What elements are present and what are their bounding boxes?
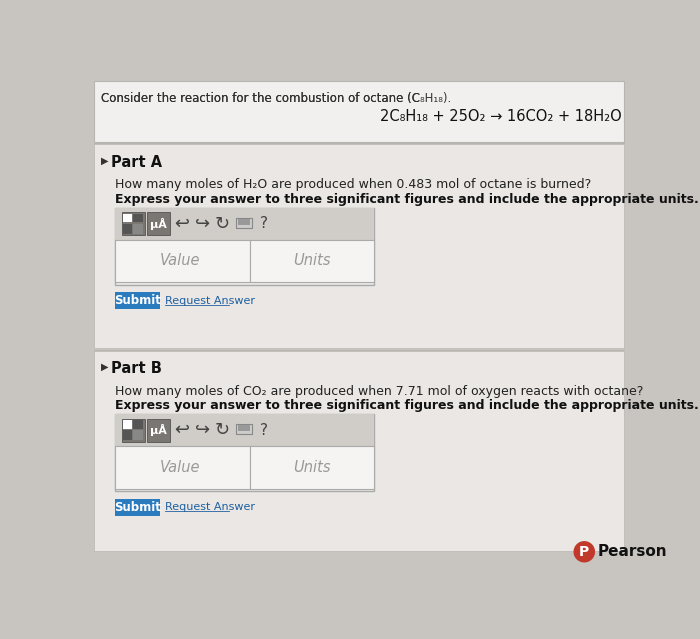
Bar <box>133 430 144 440</box>
Text: Express your answer to three significant figures and include the appropriate uni: Express your answer to three significant… <box>115 193 699 206</box>
Text: Express your answer to three significant figures and include the appropriate uni: Express your answer to three significant… <box>115 399 699 412</box>
Bar <box>147 419 170 442</box>
Text: ↩: ↩ <box>174 215 190 233</box>
Bar <box>115 240 251 282</box>
Bar <box>238 219 251 224</box>
Text: 2C₈H₁₈ + 25O₂ → 16CO₂ + 18H₂O: 2C₈H₁₈ + 25O₂ → 16CO₂ + 18H₂O <box>381 109 622 124</box>
Text: Units: Units <box>293 459 331 475</box>
Text: ↪: ↪ <box>195 421 210 439</box>
Bar <box>133 213 144 222</box>
Text: How many moles of H₂O are produced when 0.483 mol of octane is burned?: How many moles of H₂O are produced when … <box>115 178 591 191</box>
Bar <box>122 212 145 235</box>
Bar <box>123 213 132 222</box>
Bar <box>251 446 374 489</box>
Bar <box>94 144 624 348</box>
Bar <box>115 446 251 489</box>
Text: Part A: Part A <box>111 155 162 170</box>
Text: ▶: ▶ <box>102 362 109 372</box>
Bar <box>133 224 144 234</box>
Bar <box>147 212 170 235</box>
Text: Part B: Part B <box>111 361 162 376</box>
Text: ↻: ↻ <box>215 421 230 439</box>
Bar <box>94 81 624 142</box>
Bar <box>115 208 374 240</box>
Text: Request Answer: Request Answer <box>165 502 255 512</box>
Text: Pearson: Pearson <box>598 544 667 559</box>
Text: P: P <box>579 545 589 558</box>
Text: How many moles of CO₂ are produced when 7.71 mol of oxygen reacts with octane?: How many moles of CO₂ are produced when … <box>115 385 643 397</box>
Text: ↩: ↩ <box>174 421 190 439</box>
Text: Consider the reaction for the combustion of octane (C: Consider the reaction for the combustion… <box>102 92 421 105</box>
Text: μÅ: μÅ <box>150 218 167 230</box>
Text: Consider the reaction for the combustion of octane (C₈H₁₈).: Consider the reaction for the combustion… <box>102 92 452 105</box>
Bar <box>237 424 252 434</box>
Text: ?: ? <box>260 216 268 231</box>
Bar <box>115 414 374 446</box>
Text: Units: Units <box>293 253 331 268</box>
Bar <box>251 240 374 282</box>
Bar <box>123 420 132 429</box>
Text: ▶: ▶ <box>102 156 109 166</box>
Text: μÅ: μÅ <box>150 424 167 436</box>
Bar <box>94 351 624 551</box>
Text: ↪: ↪ <box>195 215 210 233</box>
Text: Submit: Submit <box>113 294 160 307</box>
Bar <box>133 420 144 429</box>
Text: ↻: ↻ <box>215 215 230 233</box>
Bar <box>237 218 252 227</box>
Circle shape <box>574 542 594 562</box>
Bar <box>123 224 132 234</box>
Text: ?: ? <box>260 422 268 438</box>
Bar <box>115 498 160 516</box>
Bar <box>238 426 251 431</box>
Text: Value: Value <box>160 253 201 268</box>
Bar <box>115 208 374 284</box>
Text: Submit: Submit <box>113 500 160 514</box>
Bar <box>115 414 374 491</box>
Text: Value: Value <box>160 459 201 475</box>
Text: Request Answer: Request Answer <box>165 296 255 305</box>
Bar <box>115 292 160 309</box>
Bar <box>122 419 145 442</box>
Bar <box>123 430 132 440</box>
